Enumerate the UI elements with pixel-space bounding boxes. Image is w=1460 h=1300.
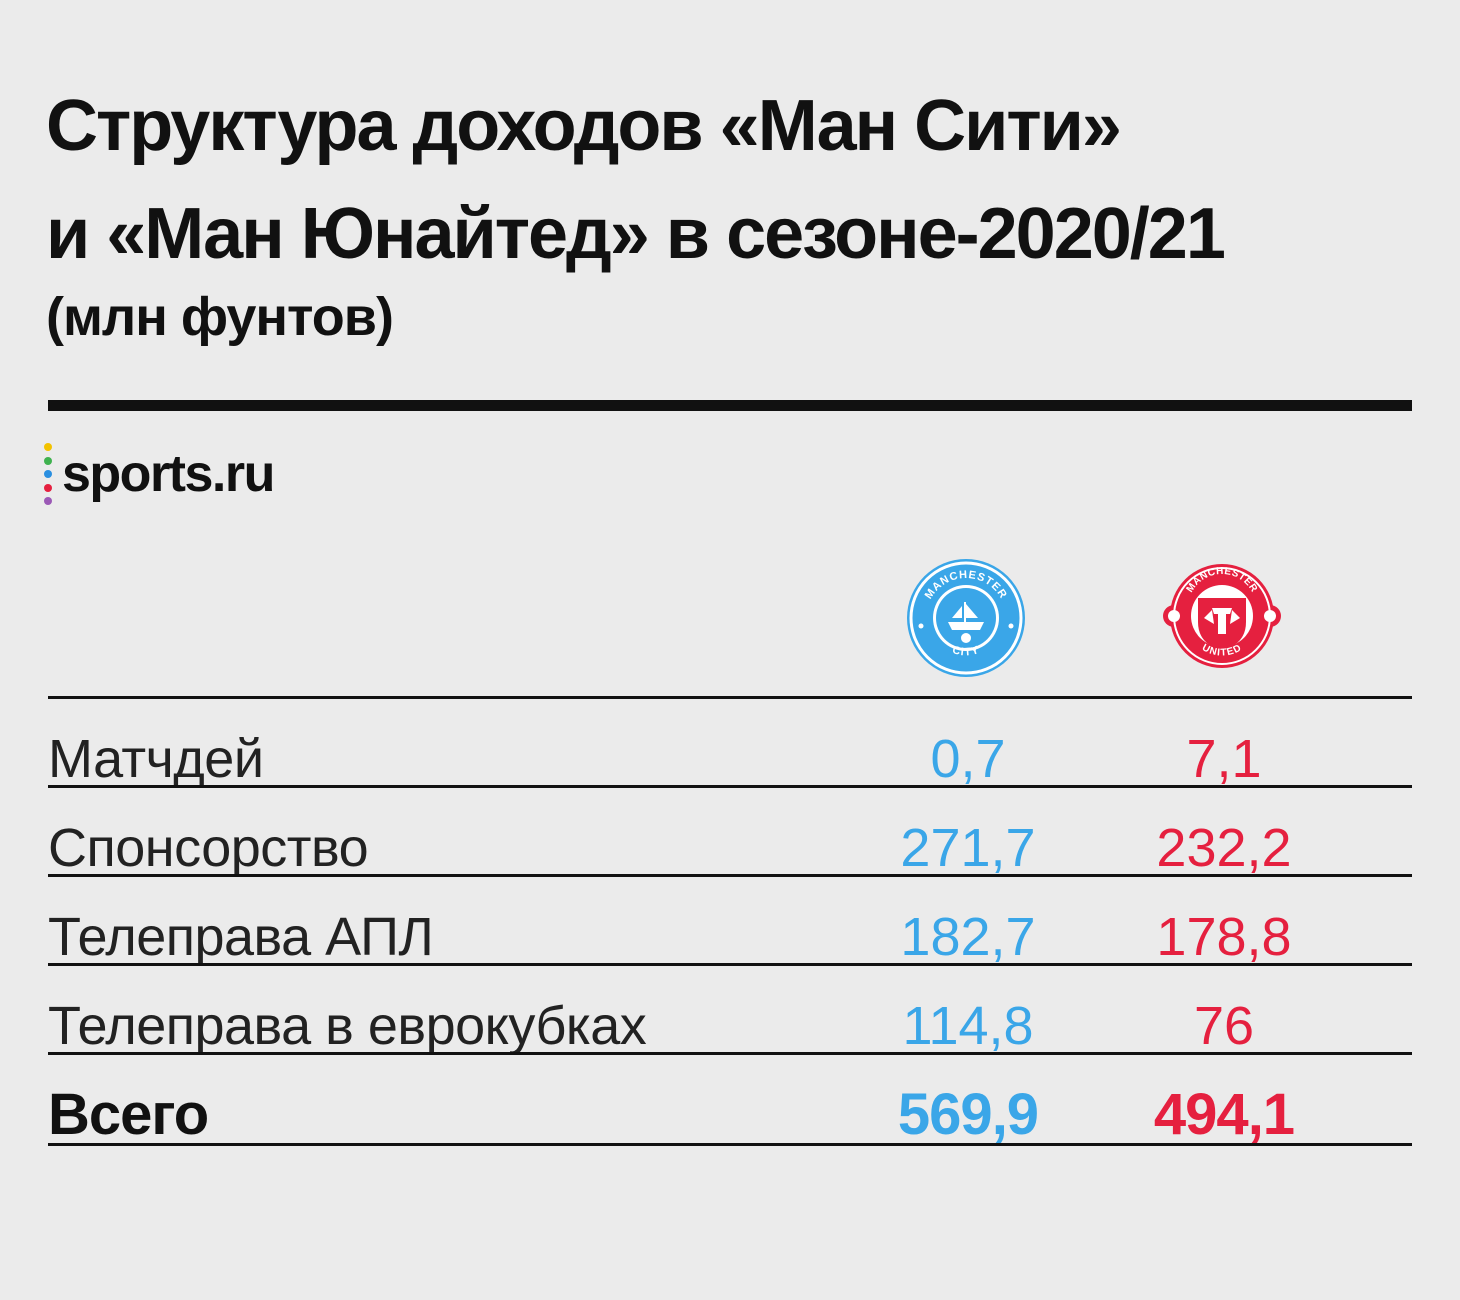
brand-dot (44, 456, 52, 465)
united-ring-bottom-text: UNITED (1200, 642, 1243, 658)
revenue-table: Матчдей 0,7 7,1 Спонсорство 271,7 232,2 … (48, 696, 1412, 1147)
brand-logo: sports.ru (44, 440, 275, 508)
table-row: Телеправа АПЛ 182,7 178,8 (48, 874, 1412, 967)
city-value: 0,7 (930, 729, 1006, 789)
row-label: Телеправа в еврокубках (48, 996, 647, 1056)
brand-dot (44, 497, 52, 505)
total-row: Всего 569,9 494,1 (48, 1052, 1412, 1147)
table-row: Телеправа в еврокубках 114,8 76 (48, 963, 1412, 1056)
united-value: 76 (1193, 996, 1255, 1056)
united-total-value: 494,1 (1153, 1082, 1295, 1147)
brand-dot (44, 443, 52, 451)
chart-title-line-2: и «Ман Юнайтед» в сезоне-2020/21 (46, 194, 1226, 274)
table-row: Спонсорство 271,7 232,2 (48, 785, 1412, 878)
brand-dot (44, 483, 52, 492)
city-total-value: 569,9 (897, 1082, 1039, 1147)
manchester-united-crest-icon: MANCHESTER UNITED (1160, 552, 1284, 676)
chart-title-line-1: Структура доходов «Ман Сити» (46, 86, 1122, 166)
city-value: 114,8 (902, 996, 1034, 1056)
row-label: Телеправа АПЛ (48, 907, 434, 967)
brand-name: sports.ru (62, 445, 275, 503)
city-value: 182,7 (900, 907, 1036, 967)
city-value: 271,7 (900, 818, 1036, 878)
svg-text:CITY: CITY (951, 644, 981, 658)
total-label: Всего (48, 1082, 209, 1147)
chart-title: Структура доходов «Ман Сити» и «Ман Юнай… (46, 72, 1406, 288)
brand-dot (44, 470, 52, 478)
united-value: 178,8 (1156, 907, 1292, 967)
brand-dots-icon (44, 443, 52, 505)
row-label: Спонсорство (48, 818, 369, 878)
svg-text:UNITED: UNITED (1200, 642, 1244, 658)
united-value: 7,1 (1186, 729, 1262, 789)
manchester-city-crest-icon: MANCHESTER CITY (904, 556, 1028, 680)
city-ring-bottom-text: CITY (951, 644, 980, 658)
united-value: 232,2 (1156, 818, 1292, 878)
table-row: Матчдей 0,7 7,1 (48, 696, 1412, 789)
chart-subtitle: (млн фунтов) (46, 287, 394, 347)
row-label: Матчдей (48, 729, 264, 789)
title-divider (48, 400, 1412, 411)
